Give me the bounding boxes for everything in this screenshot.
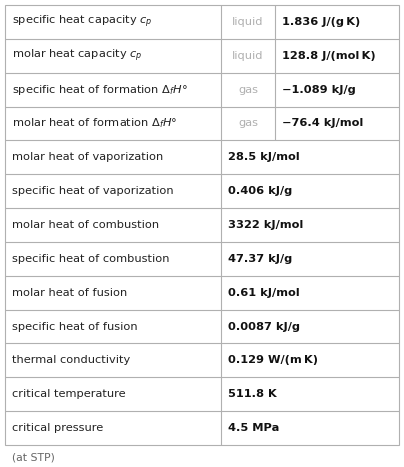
Text: −76.4 kJ/mol: −76.4 kJ/mol bbox=[282, 119, 364, 128]
Text: (at STP): (at STP) bbox=[12, 453, 55, 463]
Text: 0.406 kJ/g: 0.406 kJ/g bbox=[228, 186, 292, 196]
Text: critical temperature: critical temperature bbox=[12, 389, 126, 399]
Text: gas: gas bbox=[238, 119, 258, 128]
Text: 0.61 kJ/mol: 0.61 kJ/mol bbox=[228, 288, 300, 297]
Text: molar heat of fusion: molar heat of fusion bbox=[12, 288, 127, 297]
Text: −1.089 kJ/g: −1.089 kJ/g bbox=[282, 85, 356, 95]
Text: specific heat of combustion: specific heat of combustion bbox=[12, 254, 170, 264]
Text: molar heat capacity $c_p$: molar heat capacity $c_p$ bbox=[12, 48, 142, 64]
Text: molar heat of vaporization: molar heat of vaporization bbox=[12, 152, 163, 163]
Text: 0.0087 kJ/g: 0.0087 kJ/g bbox=[228, 322, 300, 332]
Text: 4.5 MPa: 4.5 MPa bbox=[228, 423, 279, 433]
Text: liquid: liquid bbox=[232, 51, 264, 61]
Text: molar heat of formation $\Delta_f H°$: molar heat of formation $\Delta_f H°$ bbox=[12, 117, 178, 130]
Text: critical pressure: critical pressure bbox=[12, 423, 103, 433]
Text: 1.836 J/(g K): 1.836 J/(g K) bbox=[282, 17, 360, 27]
Text: liquid: liquid bbox=[232, 17, 264, 27]
Text: specific heat capacity $c_p$: specific heat capacity $c_p$ bbox=[12, 14, 152, 30]
Text: 47.37 kJ/g: 47.37 kJ/g bbox=[228, 254, 292, 264]
Text: molar heat of combustion: molar heat of combustion bbox=[12, 220, 159, 230]
Text: thermal conductivity: thermal conductivity bbox=[12, 355, 130, 365]
Text: specific heat of vaporization: specific heat of vaporization bbox=[12, 186, 174, 196]
Text: 511.8 K: 511.8 K bbox=[228, 389, 277, 399]
Text: 28.5 kJ/mol: 28.5 kJ/mol bbox=[228, 152, 300, 163]
Text: specific heat of fusion: specific heat of fusion bbox=[12, 322, 138, 332]
Text: specific heat of formation $\Delta_f H°$: specific heat of formation $\Delta_f H°$ bbox=[12, 83, 188, 97]
Text: 128.8 J/(mol K): 128.8 J/(mol K) bbox=[282, 51, 376, 61]
Text: 0.129 W/(m K): 0.129 W/(m K) bbox=[228, 355, 318, 365]
Text: gas: gas bbox=[238, 85, 258, 95]
Text: 3322 kJ/mol: 3322 kJ/mol bbox=[228, 220, 303, 230]
